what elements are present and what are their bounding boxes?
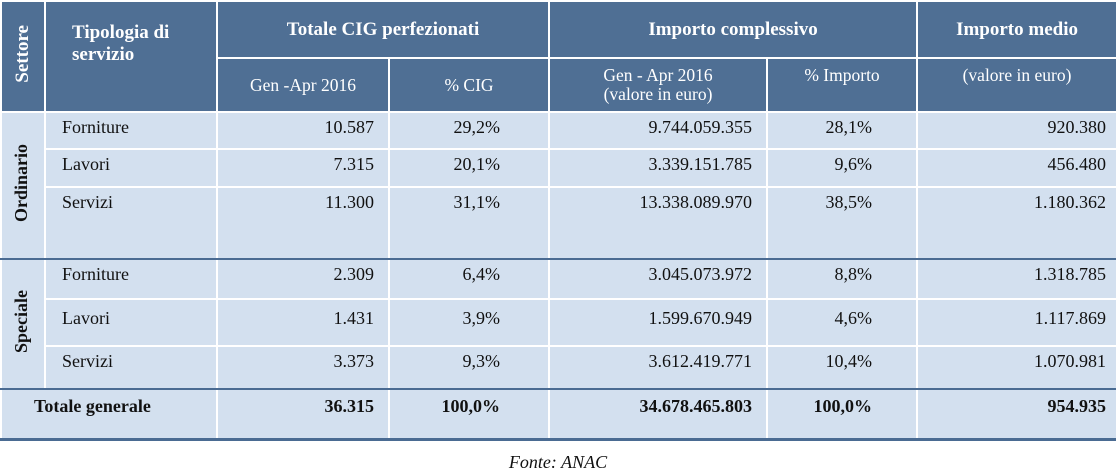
cell-medio: 1.318.785 — [916, 258, 1116, 300]
cell-pct-importo: 28,1% — [766, 111, 919, 150]
cell-medio: 1.070.981 — [916, 345, 1116, 390]
cell-tipologia: Forniture — [44, 111, 218, 150]
cell-pct-cig: 29,2% — [387, 111, 551, 150]
subheader-gen-apr-valore: Gen - Apr 2016 (valore in euro) — [548, 57, 769, 113]
cell-cig: 1.431 — [216, 298, 390, 347]
cell-medio: 1.180.362 — [916, 186, 1116, 260]
total-importo: 34.678.465.803 — [548, 388, 769, 441]
cell-pct-cig: 3,9% — [387, 298, 551, 347]
header-settore: Settore — [0, 0, 46, 113]
cell-importo: 9.744.059.355 — [548, 111, 769, 150]
total-row: Totale generale 36.315 100,0% 34.678.465… — [0, 388, 1116, 441]
cell-tipologia: Forniture — [44, 258, 218, 300]
subheader-gen-apr: Gen -Apr 2016 — [216, 57, 390, 113]
subheader-valore-euro: (valore in euro) — [916, 57, 1116, 113]
cell-cig: 3.373 — [216, 345, 390, 390]
cell-pct-cig: 9,3% — [387, 345, 551, 390]
cell-importo: 3.045.073.972 — [548, 258, 769, 300]
cell-tipologia: Servizi — [44, 345, 218, 390]
cell-importo: 3.339.151.785 — [548, 148, 769, 188]
cell-importo: 13.338.089.970 — [548, 186, 769, 260]
source-note: Fonte: ANAC — [508, 452, 608, 472]
cell-medio: 1.117.869 — [916, 298, 1116, 347]
cell-pct-cig: 6,4% — [387, 258, 551, 300]
table-row: Lavori 7.315 20,1% 3.339.151.785 9,6% 45… — [1, 148, 1116, 188]
header-totale-cig: Totale CIG perfezionati — [215, 0, 551, 59]
table-row: Servizi 11.300 31,1% 13.338.089.970 38,5… — [1, 186, 1116, 260]
table-row: Speciale Forniture 2.309 6,4% 3.045.073.… — [0, 258, 1116, 390]
cell-pct-importo: 8,8% — [766, 258, 919, 300]
subheader-pct-importo: % Importo — [766, 57, 919, 113]
cell-tipologia: Lavori — [44, 148, 218, 188]
total-medio: 954.935 — [916, 388, 1116, 441]
sector-speciale: Speciale — [0, 258, 46, 390]
total-pct-cig: 100,0% — [387, 388, 551, 441]
cell-importo: 1.599.670.949 — [548, 298, 769, 347]
cell-medio: 920.380 — [916, 111, 1116, 150]
sector-ordinario: Ordinario — [0, 111, 46, 260]
header-importo-complessivo: Importo complessivo — [548, 0, 919, 59]
total-label: Totale generale — [0, 388, 218, 441]
cell-pct-importo: 38,5% — [766, 186, 919, 260]
header-tipologia: Tipologia di servizio — [44, 0, 218, 113]
cell-importo: 3.612.419.771 — [548, 345, 769, 390]
table-row: Ordinario Forniture 10.587 29,2% 9.744.0… — [0, 111, 1116, 260]
cell-tipologia: Servizi — [44, 186, 218, 260]
data-table: Settore Tipologia di servizio Totale CIG… — [0, 0, 1116, 441]
table-row: Lavori 1.431 3,9% 1.599.670.949 4,6% 1.1… — [1, 298, 1116, 347]
cell-cig: 2.309 — [216, 258, 390, 300]
cell-pct-cig: 31,1% — [387, 186, 551, 260]
cell-pct-importo: 4,6% — [766, 298, 919, 347]
table-row: Servizi 3.373 9,3% 3.612.419.771 10,4% 1… — [1, 345, 1116, 390]
cell-cig: 10.587 — [216, 111, 390, 150]
cell-pct-cig: 20,1% — [387, 148, 551, 188]
total-cig: 36.315 — [216, 388, 390, 441]
cell-pct-importo: 10,4% — [766, 345, 919, 390]
total-pct-importo: 100,0% — [766, 388, 919, 441]
cell-tipologia: Lavori — [44, 298, 218, 347]
subheader-pct-cig: % CIG — [387, 57, 551, 113]
cell-cig: 11.300 — [216, 186, 390, 260]
cell-medio: 456.480 — [916, 148, 1116, 188]
cell-cig: 7.315 — [216, 148, 390, 188]
header-importo-medio: Importo medio — [916, 0, 1116, 59]
cell-pct-importo: 9,6% — [766, 148, 919, 188]
